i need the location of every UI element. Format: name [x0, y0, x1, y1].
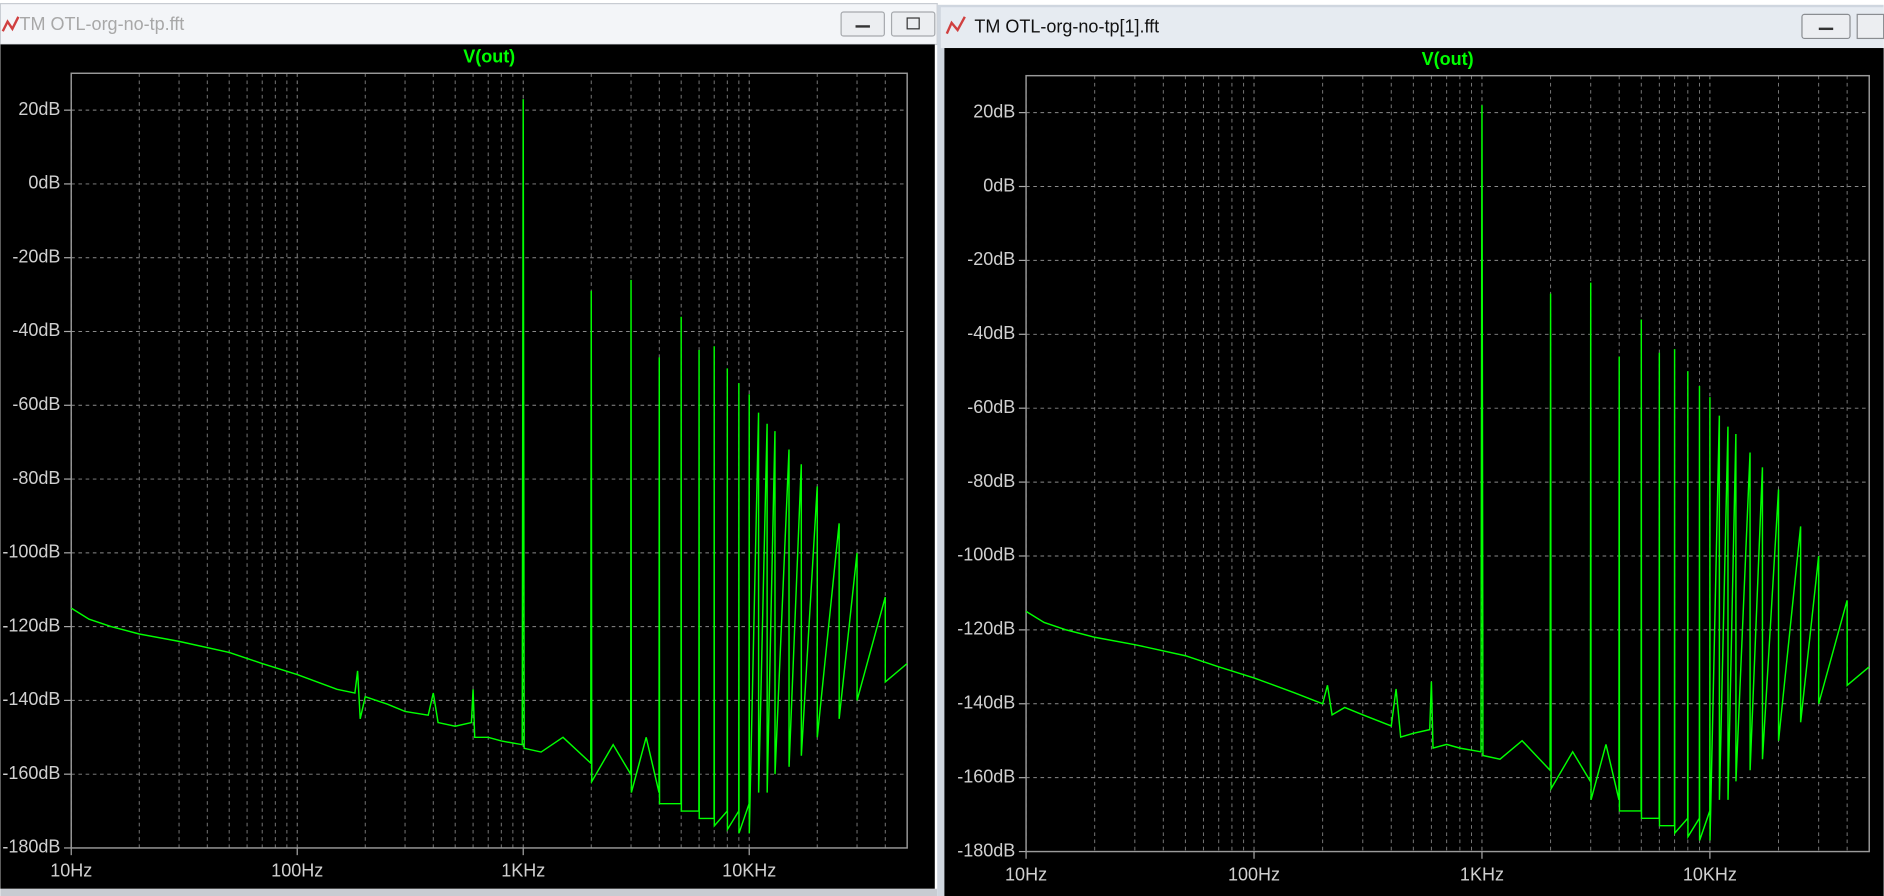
y-tick-label: -160dB	[957, 766, 1015, 786]
window-icon	[945, 16, 966, 35]
x-tick-label: 1KHz	[501, 861, 545, 881]
chart-title: V(out)	[463, 46, 515, 66]
spectrum-line	[70, 99, 908, 834]
x-tick-label: 10KHz	[1683, 864, 1737, 884]
y-tick-label: -140dB	[957, 693, 1015, 713]
plot-frame	[1025, 74, 1870, 853]
icon	[906, 17, 920, 30]
y-tick-label: -120dB	[2, 615, 60, 635]
minimize-button[interactable]	[1801, 13, 1851, 40]
y-tick-label: -120dB	[957, 619, 1015, 639]
minimize-button[interactable]	[840, 11, 885, 37]
y-tick-label: -20dB	[12, 246, 60, 266]
y-tick-label: -140dB	[2, 689, 60, 709]
x-tick-label: 10Hz	[1005, 864, 1047, 884]
window-border	[0, 888, 938, 896]
y-tick-label: -60dB	[12, 394, 60, 414]
y-tick-label: 0dB	[983, 175, 1015, 195]
y-tick-label: 20dB	[973, 101, 1015, 121]
title-bar	[940, 7, 1884, 49]
y-tick-label: -100dB	[2, 542, 60, 562]
y-tick-label: -180dB	[957, 840, 1015, 860]
y-tick-label: -60dB	[967, 397, 1015, 417]
y-tick-label: -80dB	[967, 471, 1015, 491]
plot-frame	[70, 72, 908, 849]
x-tick-label: 100Hz	[271, 861, 323, 881]
y-tick-label: -20dB	[967, 249, 1015, 269]
window-icon	[1, 16, 20, 32]
plot-pane	[944, 48, 1884, 896]
x-tick-label: 10KHz	[722, 861, 776, 881]
y-tick-label: -80dB	[12, 468, 60, 488]
y-tick-label: -100dB	[957, 545, 1015, 565]
spectrum-line	[1025, 105, 1870, 841]
y-tick-label: -40dB	[12, 320, 60, 340]
chart-title: V(out)	[1422, 49, 1474, 69]
x-tick-label: 10Hz	[50, 861, 92, 881]
y-tick-label: -40dB	[967, 323, 1015, 343]
x-tick-label: 100Hz	[1228, 864, 1280, 884]
window-title: TM OTL-org-no-tp.fft	[20, 14, 185, 34]
maximize-button[interactable]	[890, 11, 936, 37]
y-tick-label: 0dB	[28, 173, 60, 193]
x-tick-label: 1KHz	[1460, 864, 1504, 884]
y-tick-label: -180dB	[2, 837, 60, 857]
maximize-button[interactable]	[1856, 13, 1884, 40]
window-title: TM OTL-org-no-tp[1].fft	[974, 16, 1159, 36]
y-tick-label: 20dB	[18, 99, 60, 119]
plot-pane	[0, 44, 935, 889]
y-tick-label: -160dB	[2, 763, 60, 783]
title-bar	[0, 3, 938, 46]
